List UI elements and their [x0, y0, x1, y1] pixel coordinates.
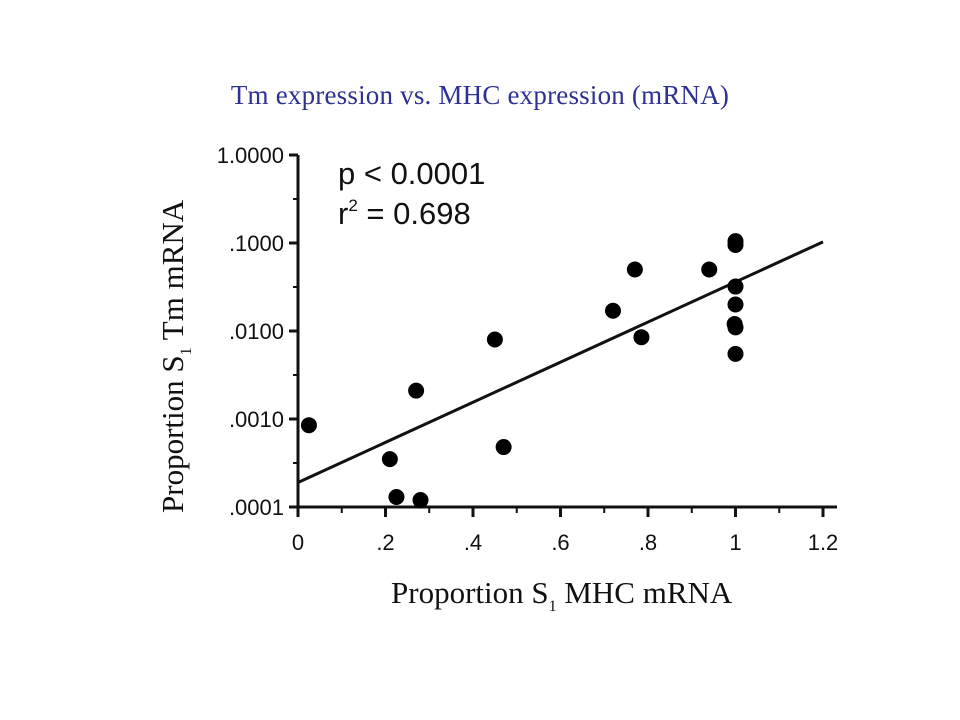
x-tick-label: 1.2	[808, 530, 839, 555]
y-axis-label-rest: Tm mRNA	[155, 199, 190, 347]
x-tick-label: .2	[376, 530, 394, 555]
y-tick-label: .0010	[229, 407, 284, 432]
data-point	[495, 439, 512, 456]
axes: 1.0000 .1000 .0100 .0010 .0001 0 .2 .4 .6 .8 1 1.2	[217, 143, 839, 555]
data-point	[633, 329, 650, 346]
x-axis-label-subscript: 1	[549, 598, 557, 615]
data-point	[486, 331, 503, 348]
y-axis-label-subscript: 1	[178, 347, 195, 355]
y-tick-label: .0100	[229, 319, 284, 344]
r-squared-base: r	[338, 196, 348, 231]
data-point	[388, 488, 405, 505]
data-point	[408, 382, 425, 399]
x-axis-label: Proportion S1 MHC mRNA	[391, 575, 733, 615]
x-axis-label-rest: MHC mRNA	[557, 575, 733, 610]
data-point	[727, 345, 744, 362]
y-tick-label: 1.0000	[217, 143, 284, 168]
r-squared-exponent: 2	[348, 196, 357, 215]
regression-line	[297, 240, 824, 484]
x-tick-label: .8	[639, 530, 657, 555]
data-point	[727, 319, 744, 336]
y-axis-label: Proportion S1 Tm mRNA	[155, 199, 195, 513]
y-tick-label: .1000	[229, 231, 284, 256]
fit-line-group	[297, 240, 824, 484]
data-point	[300, 417, 317, 434]
r-squared-value: = 0.698	[358, 196, 471, 231]
y-tick-label: .0001	[229, 495, 284, 520]
data-point	[605, 302, 621, 319]
slide-title: Tm expression vs. MHC expression (mRNA)	[230, 80, 730, 110]
p-value-annotation: p < 0.0001	[338, 156, 485, 191]
x-axis-label-main: Proportion S	[391, 575, 549, 610]
x-tick-label: 0	[292, 530, 304, 555]
x-tick-label: .6	[551, 530, 569, 555]
data-point	[727, 296, 744, 313]
y-axis-label-main: Proportion S	[155, 355, 190, 513]
data-points	[300, 233, 744, 509]
r-squared-annotation: r2 = 0.698	[338, 196, 471, 231]
data-point	[727, 278, 744, 295]
data-point	[412, 492, 429, 509]
data-point	[727, 236, 744, 253]
data-point	[701, 261, 718, 278]
x-tick-label: 1	[729, 530, 741, 555]
data-point	[381, 451, 398, 468]
data-point	[626, 261, 643, 278]
x-tick-label: .4	[464, 530, 482, 555]
